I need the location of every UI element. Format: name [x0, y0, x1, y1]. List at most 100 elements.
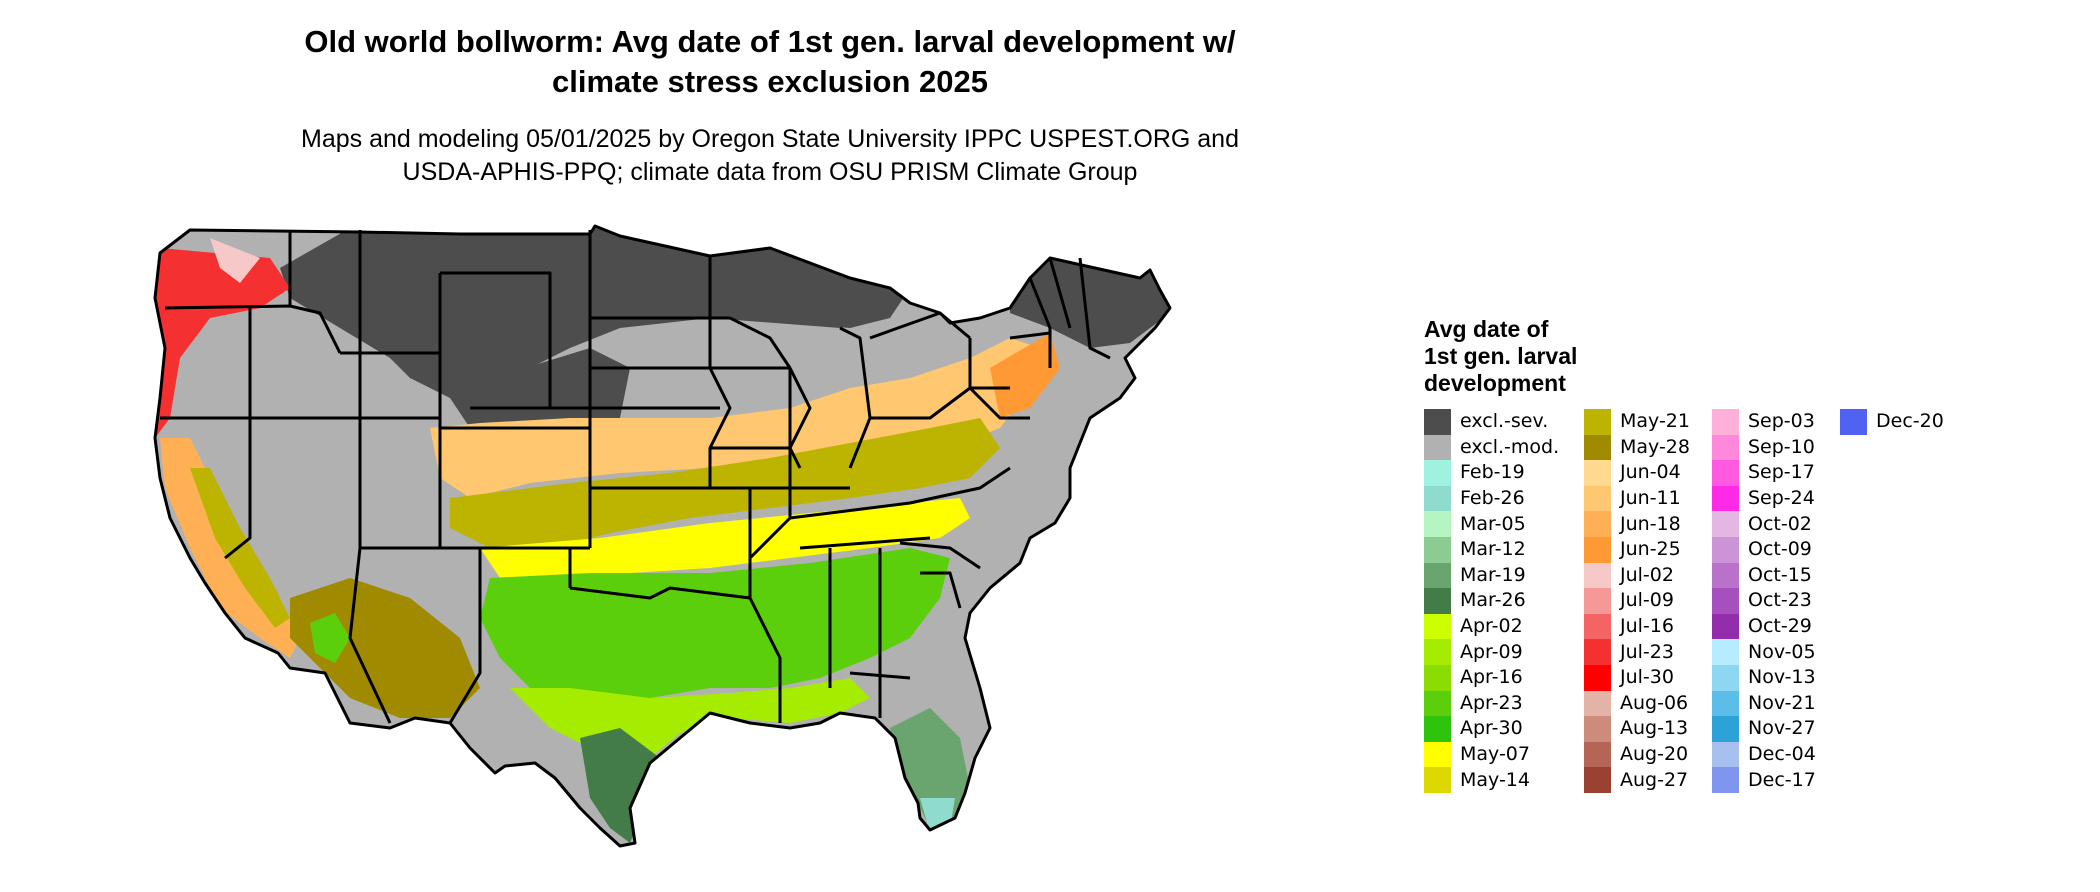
- legend-label: Jul-02: [1620, 563, 1674, 586]
- legend-swatch: [1424, 767, 1451, 793]
- legend-title-line-2: 1st gen. larval: [1424, 343, 1578, 369]
- legend-item: Nov-13: [1712, 664, 1816, 691]
- legend-swatch: [1584, 613, 1611, 640]
- legend-swatch: [1584, 536, 1611, 563]
- legend-label: May-21: [1620, 410, 1690, 433]
- us-map: [153, 224, 1172, 848]
- legend-swatch: [1712, 562, 1739, 589]
- legend-swatch: [1424, 716, 1451, 742]
- desert-southwest-zone: [290, 578, 480, 718]
- legend-swatch: [1424, 741, 1451, 768]
- legend-swatch: [1712, 741, 1739, 768]
- legend-item: Jul-30: [1584, 664, 1690, 691]
- legend-label: Nov-21: [1748, 691, 1816, 714]
- legend-swatch: [1424, 588, 1451, 614]
- legend-label: Mar-26: [1460, 589, 1526, 612]
- legend-label: Feb-26: [1460, 487, 1525, 510]
- legend-item: Dec-17: [1712, 767, 1816, 793]
- legend-label: Aug-13: [1620, 717, 1689, 740]
- pacific-northwest-pink: [210, 238, 260, 283]
- legend-item: Apr-02: [1424, 613, 1559, 640]
- legend-item: Apr-23: [1424, 690, 1559, 717]
- legend-item: Feb-19: [1424, 460, 1559, 486]
- legend-swatch: [1584, 434, 1611, 461]
- legend-swatch: [1584, 562, 1611, 589]
- legend-label: Jun-04: [1620, 461, 1681, 484]
- april-green-belt: [480, 548, 950, 708]
- excl-severe-north-plains: [280, 228, 890, 428]
- legend-swatch: [1840, 409, 1867, 435]
- legend-item: Oct-29: [1712, 613, 1816, 640]
- legend-swatch: [1712, 409, 1739, 435]
- legend-item: Sep-24: [1712, 485, 1816, 512]
- legend-label: Jun-18: [1620, 512, 1681, 535]
- legend-label: Dec-04: [1748, 743, 1816, 766]
- legend-label: Nov-27: [1748, 717, 1816, 740]
- excl-severe-great-lakes: [750, 258, 910, 328]
- legend-item: Aug-27: [1584, 767, 1690, 793]
- legend-label: Apr-16: [1460, 666, 1523, 689]
- legend-item: Mar-26: [1424, 588, 1559, 614]
- legend-label: Sep-10: [1748, 435, 1815, 458]
- legend-item: Jun-11: [1584, 485, 1690, 512]
- legend-label: Aug-20: [1620, 743, 1689, 766]
- legend-item: Jul-02: [1584, 562, 1690, 589]
- legend-swatch: [1584, 690, 1611, 717]
- legend-label: Sep-17: [1748, 461, 1815, 484]
- map-subtitle-line-2: USDA-APHIS-PPQ; climate data from OSU PR…: [402, 158, 1138, 186]
- legend-item: Mar-05: [1424, 511, 1559, 537]
- legend-label: Jun-25: [1620, 538, 1681, 561]
- legend-swatch: [1712, 536, 1739, 563]
- legend-item: Mar-19: [1424, 562, 1559, 589]
- legend-swatch: [1712, 485, 1739, 512]
- legend-swatch: [1712, 588, 1739, 614]
- legend-label: Apr-23: [1460, 691, 1523, 714]
- legend-swatch: [1712, 639, 1739, 665]
- legend-column-4: Dec-20: [1840, 409, 1944, 435]
- legend-swatch: [1584, 588, 1611, 614]
- mid-atlantic-orange: [990, 333, 1060, 418]
- legend-item: Feb-26: [1424, 485, 1559, 512]
- map-title-line-2: climate stress exclusion 2025: [552, 64, 988, 99]
- legend-label: Dec-17: [1748, 768, 1816, 791]
- legend-item: Nov-27: [1712, 716, 1816, 742]
- legend-label: Mar-05: [1460, 512, 1526, 535]
- legend-swatch: [1712, 690, 1739, 717]
- legend-column-1: excl.-sev. excl.-mod. Feb-19 Feb-26 Mar-05 Ma…: [1424, 409, 1559, 793]
- arizona-green-patch: [310, 613, 350, 663]
- legend-label: Aug-06: [1620, 691, 1689, 714]
- legend-item: excl.-mod.: [1424, 434, 1559, 461]
- legend-item: Jun-18: [1584, 511, 1690, 537]
- legend-item: Jul-09: [1584, 588, 1690, 614]
- legend-title: Avg date of 1st gen. larval development: [1424, 316, 1577, 397]
- legend-item: Dec-04: [1712, 741, 1816, 768]
- legend-swatch: [1424, 485, 1451, 512]
- legend-label: Oct-29: [1748, 615, 1812, 638]
- legend-label: Apr-09: [1460, 640, 1523, 663]
- legend-label: May-28: [1620, 435, 1690, 458]
- legend-item: May-07: [1424, 741, 1559, 768]
- legend-item: May-21: [1584, 409, 1690, 435]
- legend-label: May-07: [1460, 743, 1530, 766]
- legend-swatch: [1584, 511, 1611, 537]
- legend-item: Aug-13: [1584, 716, 1690, 742]
- legend-swatch: [1424, 664, 1451, 691]
- legend-label: Aug-27: [1620, 768, 1689, 791]
- legend-item: excl.-sev.: [1424, 409, 1559, 435]
- legend-label: Jul-23: [1620, 640, 1674, 663]
- legend-swatch: [1424, 639, 1451, 665]
- legend-swatch: [1424, 409, 1451, 435]
- legend-swatch: [1424, 460, 1451, 486]
- legend-swatch: [1584, 460, 1611, 486]
- legend-swatch: [1712, 716, 1739, 742]
- legend-label: Oct-02: [1748, 512, 1812, 535]
- may-olive-belt: [450, 418, 1000, 548]
- legend-item: Nov-21: [1712, 690, 1816, 717]
- legend-item: Dec-20: [1840, 409, 1944, 435]
- legend-label: Sep-03: [1748, 410, 1815, 433]
- legend-swatch: [1424, 562, 1451, 589]
- legend-label: May-14: [1460, 768, 1530, 791]
- legend-item: Mar-12: [1424, 536, 1559, 563]
- legend-swatch: [1424, 434, 1451, 461]
- legend-item: Nov-05: [1712, 639, 1816, 665]
